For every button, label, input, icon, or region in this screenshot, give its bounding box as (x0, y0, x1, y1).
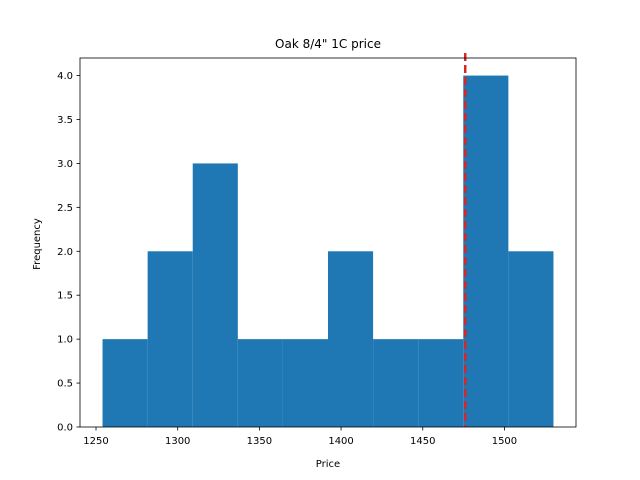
histogram-bar-6 (328, 251, 374, 427)
x-tick-label-1: 1300 (165, 436, 190, 447)
chart-title: Oak 8/4" 1C price (275, 37, 381, 51)
y-tick-label-0: 0.0 (57, 423, 73, 434)
y-tick-label-1: 0.5 (57, 379, 73, 390)
y-tick-label-5: 2.5 (57, 203, 73, 214)
x-axis-ticks: 1250 1300 1350 1400 1450 1500 (83, 427, 517, 447)
histogram-bar-7 (373, 339, 419, 427)
histogram-bar-9 (463, 75, 509, 428)
histogram-bar-8 (418, 339, 464, 427)
y-axis-label: Frequency (32, 218, 43, 270)
x-tick-label-3: 1400 (328, 436, 353, 447)
y-axis-ticks: 0.0 0.5 1.0 1.5 2.0 2.5 3.0 3.5 4.0 (57, 71, 80, 434)
histogram-bar-4 (237, 339, 283, 427)
y-tick-label-8: 4.0 (57, 71, 73, 82)
y-tick-label-7: 3.5 (57, 115, 73, 126)
histogram-bar-3 (192, 163, 238, 427)
y-tick-label-2: 1.0 (57, 335, 73, 346)
histogram-bar-2 (147, 251, 193, 427)
y-tick-label-3: 1.5 (57, 291, 73, 302)
plot-frame (79, 57, 577, 428)
y-tick-label-6: 3.0 (57, 159, 73, 170)
x-tick-label-0: 1250 (83, 436, 108, 447)
x-tick-label-4: 1450 (410, 436, 435, 447)
x-axis-label: Price (316, 459, 340, 470)
x-tick-label-5: 1500 (492, 436, 517, 447)
histogram-bar-10 (508, 251, 554, 427)
y-tick-label-4: 2.0 (57, 247, 73, 258)
histogram-bar-1 (102, 339, 148, 427)
bars-group (102, 75, 554, 428)
x-tick-label-2: 1350 (247, 436, 272, 447)
histogram-bar-5 (282, 339, 328, 427)
